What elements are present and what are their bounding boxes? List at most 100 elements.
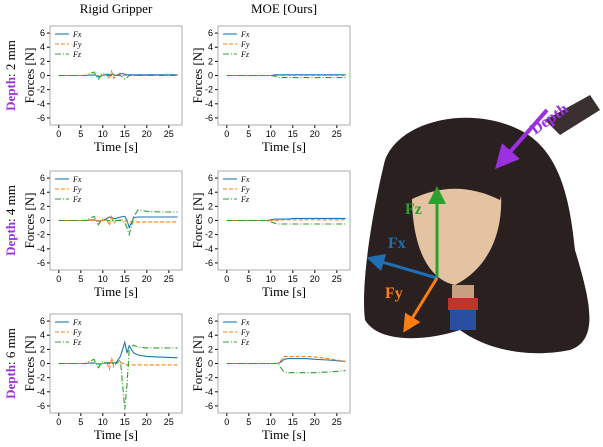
x-tick-label: 10 xyxy=(98,129,108,139)
line-series xyxy=(58,340,178,365)
y-tick-label: 0 xyxy=(40,359,45,369)
y-tick-label: -6 xyxy=(37,401,45,411)
x-tick-label: 5 xyxy=(246,274,251,284)
legend-label: Fy xyxy=(72,185,82,194)
y-tick-label: -4 xyxy=(37,244,45,254)
y-tick-label: -6 xyxy=(37,258,45,268)
x-tick-label: 5 xyxy=(78,129,83,139)
row-label: Depth: 2 mm xyxy=(3,40,18,111)
y-tick-label: 6 xyxy=(208,316,213,326)
x-tick-label: 0 xyxy=(224,417,229,427)
y-tick-label: -4 xyxy=(205,387,213,397)
y-tick-label: 6 xyxy=(40,173,45,183)
x-tick-label: 15 xyxy=(288,274,298,284)
y-tick-label: 4 xyxy=(40,187,45,197)
y-tick-label: -4 xyxy=(37,387,45,397)
y-tick-label: -4 xyxy=(37,99,45,109)
line-series xyxy=(226,358,346,365)
y-axis-label: Forces [N] xyxy=(190,193,205,249)
x-axis-label: Time [s] xyxy=(262,284,306,299)
x-tick-label: 15 xyxy=(288,417,298,427)
x-tick-label: 0 xyxy=(224,274,229,284)
legend-label: Fz xyxy=(240,50,250,59)
legend-label: Fy xyxy=(240,185,250,194)
legend-label: Fz xyxy=(72,338,82,347)
x-tick-label: 25 xyxy=(332,417,342,427)
y-tick-label: 0 xyxy=(40,71,45,81)
line-series xyxy=(226,74,346,77)
y-tick-label: 0 xyxy=(208,71,213,81)
x-tick-label: 20 xyxy=(310,274,320,284)
y-tick-label: -6 xyxy=(205,401,213,411)
x-tick-label: 10 xyxy=(98,274,108,284)
row-label-rest: : 2 mm xyxy=(3,40,18,77)
x-tick-label: 10 xyxy=(266,129,276,139)
row-label-bold: Depth xyxy=(3,364,18,399)
x-tick-label: 25 xyxy=(332,129,342,139)
x-tick-label: 15 xyxy=(120,129,130,139)
x-tick-label: 5 xyxy=(246,129,251,139)
fx-label: Fx xyxy=(388,235,406,252)
y-tick-label: -6 xyxy=(205,113,213,123)
plot-frame xyxy=(49,25,183,126)
y-axis-label: Forces [N] xyxy=(22,48,37,104)
y-tick-label: 2 xyxy=(40,201,45,211)
y-tick-label: 6 xyxy=(208,173,213,183)
fy-label: Fy xyxy=(385,285,403,302)
legend-label: Fy xyxy=(240,328,250,337)
y-axis-label: Forces [N] xyxy=(190,48,205,104)
y-tick-label: -2 xyxy=(37,373,45,383)
legend-label: Fx xyxy=(240,175,250,184)
y-tick-label: 6 xyxy=(40,28,45,38)
y-tick-label: 4 xyxy=(40,42,45,52)
row-label-bold: Depth xyxy=(3,76,18,111)
fz-label: Fz xyxy=(405,201,422,218)
column-title: MOE [Ours] xyxy=(251,1,317,16)
plot-frame xyxy=(49,170,183,271)
y-tick-label: -4 xyxy=(205,244,213,254)
legend-label: Fy xyxy=(72,328,82,337)
x-tick-label: 5 xyxy=(78,274,83,284)
x-tick-label: 25 xyxy=(164,129,174,139)
x-axis-label: Time [s] xyxy=(94,427,138,442)
y-tick-label: -2 xyxy=(205,373,213,383)
x-tick-label: 10 xyxy=(266,274,276,284)
plot-frame xyxy=(217,313,351,414)
line-series xyxy=(58,71,178,80)
x-tick-label: 20 xyxy=(142,274,152,284)
line-series xyxy=(58,215,178,230)
row-label: Depth: 6 mm xyxy=(3,328,18,399)
x-tick-label: 0 xyxy=(56,417,61,427)
y-axis-label: Forces [N] xyxy=(190,336,205,392)
line-series xyxy=(58,209,178,237)
y-tick-label: 4 xyxy=(208,42,213,52)
y-tick-label: 0 xyxy=(40,216,45,226)
legend-label: Fz xyxy=(240,338,250,347)
x-tick-label: 0 xyxy=(56,129,61,139)
y-tick-label: 6 xyxy=(40,316,45,326)
legend-label: Fz xyxy=(240,195,250,204)
column-title: Rigid Gripper xyxy=(80,1,153,16)
y-tick-label: 2 xyxy=(40,56,45,66)
y-tick-label: 4 xyxy=(40,330,45,340)
y-tick-label: -6 xyxy=(205,258,213,268)
x-tick-label: 10 xyxy=(266,417,276,427)
legend-label: Fx xyxy=(72,318,82,327)
y-tick-label: -6 xyxy=(37,113,45,123)
line-series xyxy=(226,219,346,222)
x-tick-label: 5 xyxy=(78,417,83,427)
y-tick-label: -2 xyxy=(37,85,45,95)
line-series xyxy=(58,215,178,228)
legend-label: Fy xyxy=(240,40,250,49)
legend-label: Fx xyxy=(240,30,250,39)
y-tick-label: 4 xyxy=(208,187,213,197)
line-series xyxy=(58,344,178,410)
x-axis-label: Time [s] xyxy=(94,139,138,154)
y-tick-label: 2 xyxy=(208,56,213,66)
x-tick-label: 25 xyxy=(164,274,174,284)
line-series xyxy=(226,219,346,225)
y-tick-label: -2 xyxy=(205,230,213,240)
line-series xyxy=(226,362,346,374)
x-tick-label: 10 xyxy=(98,417,108,427)
